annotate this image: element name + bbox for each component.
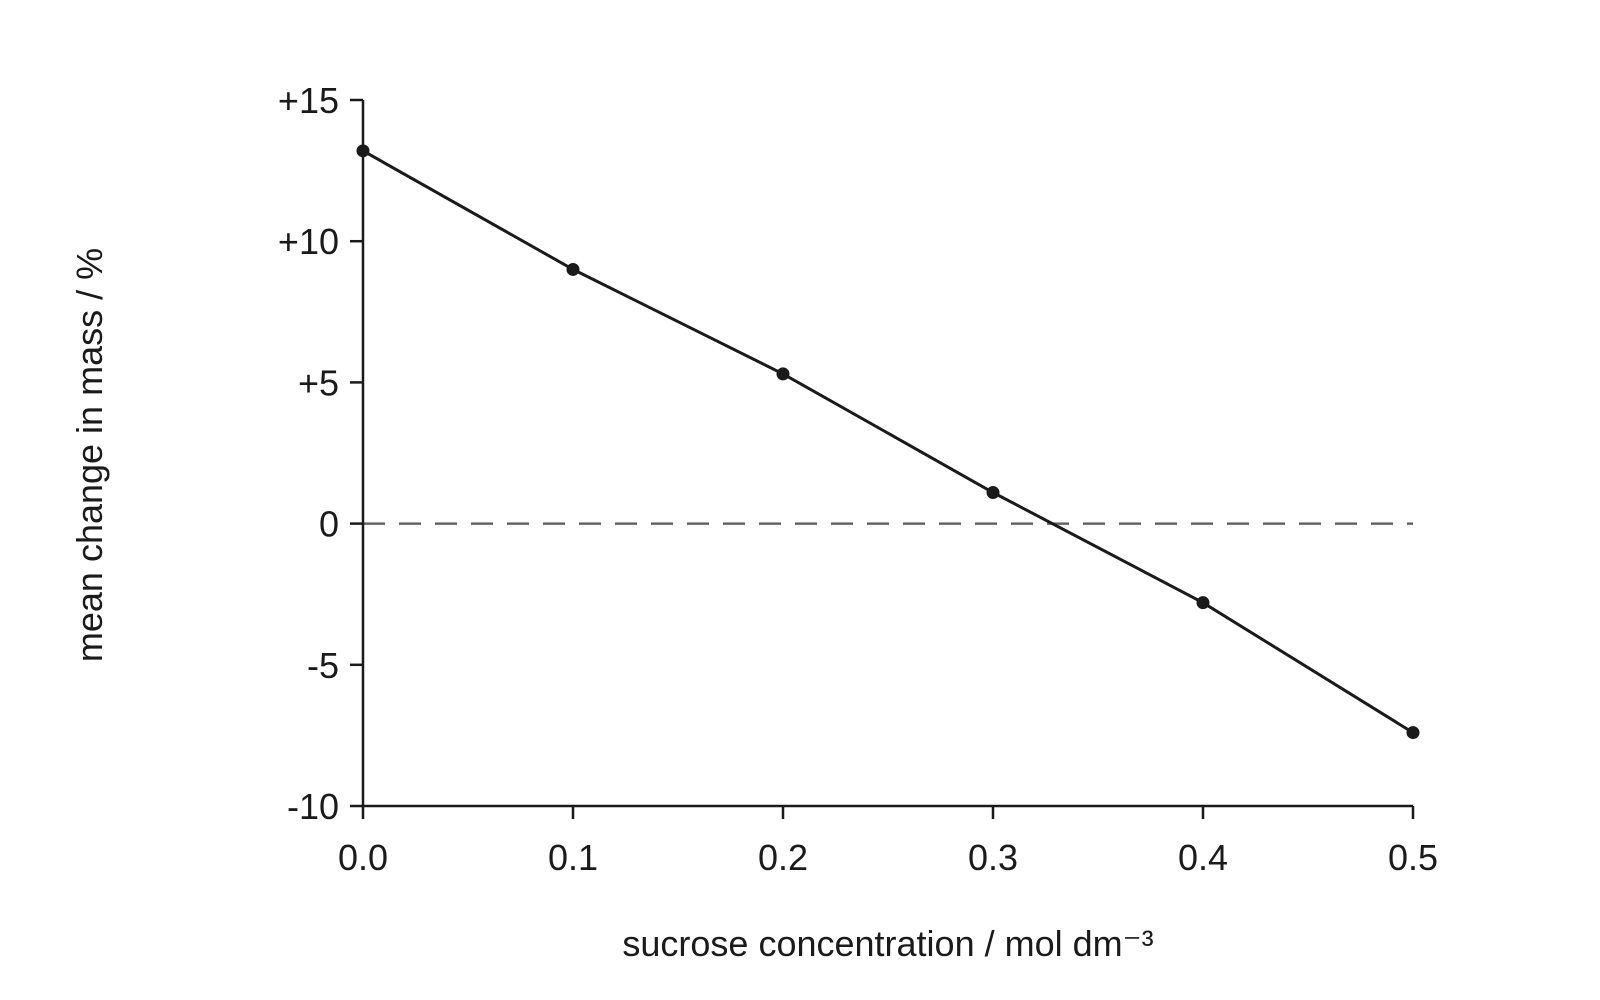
x-tick-label: 0.1 [548, 837, 598, 878]
y-tick-label: -5 [307, 645, 339, 686]
x-axis-title: sucrose concentration / mol dm⁻³ [622, 923, 1153, 964]
y-tick-label: 0 [319, 504, 339, 545]
x-tick-label: 0.3 [968, 837, 1018, 878]
series-line [362, 149, 1414, 734]
data-point [986, 486, 1000, 500]
y-tick-label: -10 [287, 786, 339, 827]
y-tick-label: +10 [278, 221, 339, 262]
data-point [566, 262, 580, 276]
data-point [776, 367, 790, 381]
x-tick-label: 0.4 [1178, 837, 1228, 878]
data-point [1406, 726, 1420, 740]
y-tick-label: +5 [298, 362, 339, 403]
x-tick-label: 0.2 [758, 837, 808, 878]
x-tick-label: 0.5 [1388, 837, 1438, 878]
y-axis-ticks: +15 +10 +5 0 -5 -10 [278, 80, 363, 827]
data-point [1196, 596, 1210, 610]
plot-area [356, 144, 1420, 740]
x-tick-label: 0.0 [338, 837, 388, 878]
data-points [356, 144, 1420, 740]
y-axis-title: mean change in mass / % [69, 248, 110, 662]
y-tick-label: +15 [278, 80, 339, 121]
x-axis-ticks: 0.0 0.1 0.2 0.3 0.4 0.5 [338, 806, 1438, 878]
